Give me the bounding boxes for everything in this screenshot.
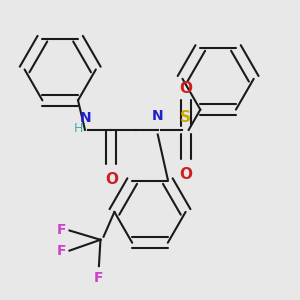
Text: H: H: [74, 122, 83, 135]
Text: N: N: [152, 109, 164, 123]
Text: S: S: [180, 110, 191, 125]
Text: O: O: [105, 172, 118, 187]
Text: N: N: [80, 111, 92, 125]
Text: F: F: [94, 271, 104, 285]
Text: F: F: [57, 244, 66, 258]
Text: F: F: [57, 224, 66, 238]
Text: O: O: [179, 167, 192, 182]
Text: O: O: [179, 81, 192, 96]
